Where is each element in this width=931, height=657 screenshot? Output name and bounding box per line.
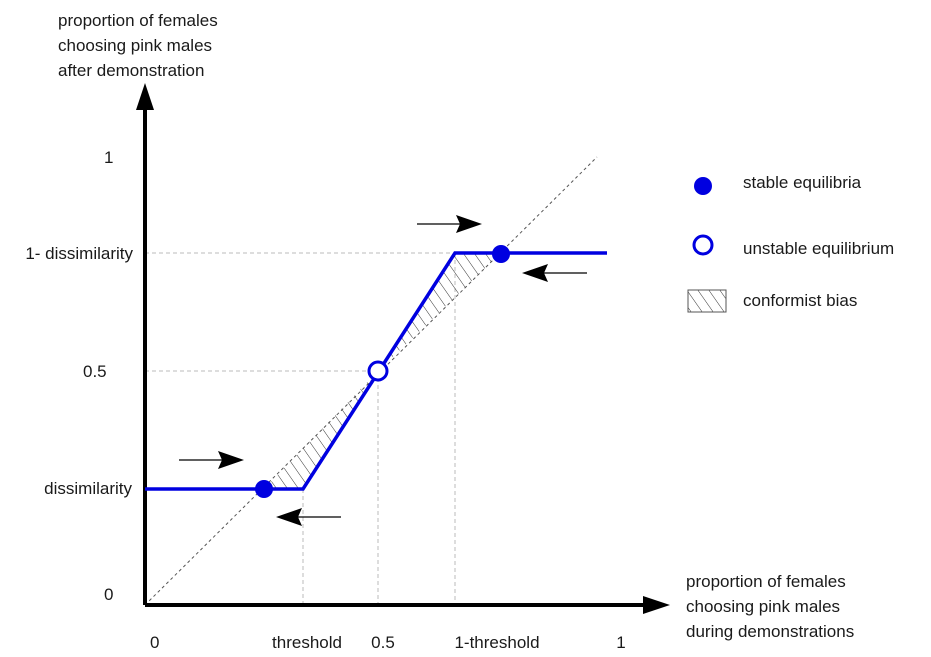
x-axis-arrowhead-icon bbox=[643, 596, 670, 614]
guide-lines bbox=[145, 252, 456, 605]
y-axis-arrowhead-icon bbox=[136, 83, 154, 110]
y-tick-half: 0.5 bbox=[83, 362, 107, 381]
legend-stable-marker-icon bbox=[694, 177, 712, 195]
x-tick-1-minus-threshold: 1-threshold bbox=[454, 633, 539, 652]
y-axis-label-line-3: after demonstration bbox=[58, 61, 204, 80]
y-tick-zero: 0 bbox=[104, 585, 113, 604]
y-axis-label-line-1: proportion of females bbox=[58, 11, 218, 30]
arrow-right-lower bbox=[179, 451, 244, 469]
conformist-bias-region-upper bbox=[378, 253, 501, 371]
y-tick-dissimilarity: dissimilarity bbox=[44, 479, 132, 498]
x-tick-half: 0.5 bbox=[371, 633, 395, 652]
x-tick-one: 1 bbox=[616, 633, 625, 652]
unstable-equilibrium bbox=[367, 360, 389, 382]
legend-unstable-marker-icon bbox=[692, 234, 714, 256]
arrow-left-lower bbox=[276, 508, 341, 526]
x-tick-zero: 0 bbox=[150, 633, 159, 652]
arrow-right-upper bbox=[417, 215, 482, 233]
x-tick-threshold: threshold bbox=[272, 633, 342, 652]
y-tick-1-minus-dissimilarity: 1- dissimilarity bbox=[25, 244, 133, 263]
y-axis-label-line-2: choosing pink males bbox=[58, 36, 212, 55]
stable-equilibrium-low bbox=[255, 480, 273, 498]
legend-conformist-label: conformist bias bbox=[743, 291, 857, 310]
x-axis-label-line-1: proportion of females bbox=[686, 572, 846, 591]
x-axis-label-line-3: during demonstrations bbox=[686, 622, 854, 641]
stable-equilibrium-high bbox=[492, 245, 510, 263]
legend-stable-label: stable equilibria bbox=[743, 173, 862, 192]
arrow-left-upper bbox=[522, 264, 587, 282]
y-tick-one: 1 bbox=[104, 148, 113, 167]
legend-hatch-swatch-icon bbox=[687, 289, 727, 313]
conformist-bias-region-lower bbox=[264, 371, 378, 489]
legend-unstable-label: unstable equilibrium bbox=[743, 239, 894, 258]
dynamics-arrows bbox=[179, 215, 587, 526]
legend: stable equilibria unstable equilibrium c… bbox=[687, 173, 894, 313]
x-axis-label-line-2: choosing pink males bbox=[686, 597, 840, 616]
